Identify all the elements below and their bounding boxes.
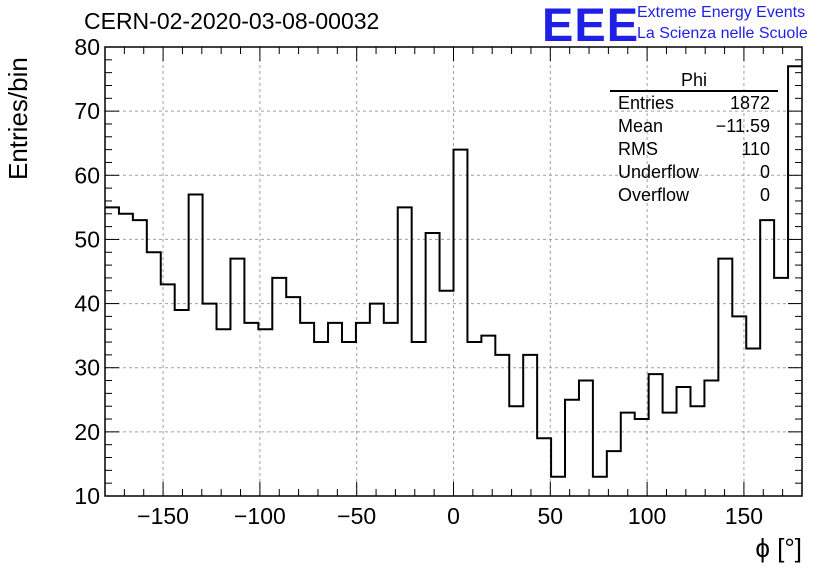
histogram-bin: [161, 284, 175, 496]
y-tick-label: 80: [74, 34, 100, 60]
stats-label: Overflow: [618, 185, 690, 205]
y-axis-label: Entries/bin: [3, 57, 33, 180]
histogram-bin: [426, 233, 440, 496]
x-tick-label: 150: [725, 503, 763, 529]
histogram-bin: [690, 406, 704, 496]
stats-row-overflow: Overflow 0: [610, 184, 778, 207]
histogram-bin: [314, 342, 328, 496]
x-axis-label: ϕ [°]: [755, 533, 802, 563]
histogram-bin: [523, 355, 537, 496]
histogram-outline: [105, 65, 802, 478]
histogram-bin: [133, 220, 147, 496]
histogram-bin: [300, 323, 314, 496]
histogram-bin: [328, 323, 342, 496]
histogram-bin: [175, 310, 189, 496]
y-tick-label: 30: [74, 355, 100, 381]
y-tick-label: 50: [74, 226, 100, 252]
stats-value: 1872: [729, 93, 770, 113]
histogram-bin: [412, 342, 426, 496]
y-tick-label: 40: [74, 291, 100, 317]
histogram-bin: [760, 220, 774, 496]
histogram-bin: [398, 207, 412, 496]
histogram-bin: [746, 348, 760, 496]
histogram-bin: [258, 329, 272, 496]
histogram-bin: [217, 329, 231, 496]
stats-label: Mean: [618, 116, 664, 136]
histogram-bin: [440, 291, 454, 496]
stats-label: Underflow: [618, 162, 700, 182]
histogram-bin: [189, 195, 203, 496]
histogram-bin: [356, 323, 370, 496]
histogram-bin: [230, 259, 244, 496]
histogram-bin: [286, 297, 300, 496]
histogram-bin: [342, 342, 356, 496]
histogram-bin: [203, 304, 217, 496]
histogram-bin: [718, 259, 732, 496]
histogram-bin: [454, 150, 468, 496]
histogram-bin: [244, 323, 258, 496]
histogram-bin: [607, 451, 621, 496]
x-tick-label: 100: [628, 503, 666, 529]
histogram-bin: [509, 406, 523, 496]
histogram-bin: [677, 387, 691, 496]
histogram-bin: [663, 413, 677, 496]
stats-row-underflow: Underflow 0: [610, 161, 778, 184]
y-tick-label: 70: [74, 98, 100, 124]
stats-row-mean: Mean −11.59: [610, 115, 778, 138]
histogram-bin: [537, 438, 551, 496]
chart-title: CERN-02-2020-03-08-00032: [84, 8, 380, 34]
histogram-bin: [495, 355, 509, 496]
histogram-bin: [467, 342, 481, 496]
y-tick-label: 20: [74, 419, 100, 445]
histogram-bin: [774, 278, 788, 496]
x-tick-label: −100: [234, 503, 286, 529]
stats-label: RMS: [618, 139, 658, 159]
histogram-bin: [649, 374, 663, 496]
stats-label: Entries: [618, 93, 675, 113]
stats-value: 0: [759, 162, 770, 182]
stats-value: 0: [759, 185, 770, 205]
x-tick-label: −150: [137, 503, 189, 529]
stats-row-rms: RMS 110: [610, 138, 778, 161]
stats-title: Phi: [610, 70, 778, 92]
logo-subtitle-line1: Extreme Energy Events: [637, 4, 806, 21]
y-tick-label: 10: [74, 483, 100, 509]
histogram-bin: [621, 413, 635, 496]
x-tick-label: 0: [447, 503, 460, 529]
stats-row-entries: Entries 1872: [610, 92, 778, 115]
histogram-bin: [565, 400, 579, 496]
eee-logo: EEE: [542, 0, 640, 51]
y-tick-label: 60: [74, 162, 100, 188]
histogram-bin: [732, 316, 746, 496]
histogram-bin: [551, 477, 565, 496]
histogram-bin: [370, 304, 384, 496]
histogram-bin: [105, 207, 119, 496]
logo-subtitle-line2: La Scienza nelle Scuole: [637, 25, 808, 42]
histogram-bin: [147, 252, 161, 496]
histogram-bin: [704, 381, 718, 496]
histogram-bin: [272, 278, 286, 496]
histogram-bin: [635, 419, 649, 496]
histogram-bin: [481, 336, 495, 496]
x-tick-label: 50: [538, 503, 564, 529]
stats-value: −11.59: [715, 116, 770, 136]
x-tick-label: −50: [337, 503, 376, 529]
stats-box: Phi Entries 1872 Mean −11.59 RMS 110 Und…: [610, 70, 778, 207]
stats-value: 110: [741, 139, 770, 159]
histogram-bin: [119, 214, 133, 496]
histogram-bin: [593, 477, 607, 496]
histogram-bin: [579, 381, 593, 496]
histogram-bin: [384, 323, 398, 496]
